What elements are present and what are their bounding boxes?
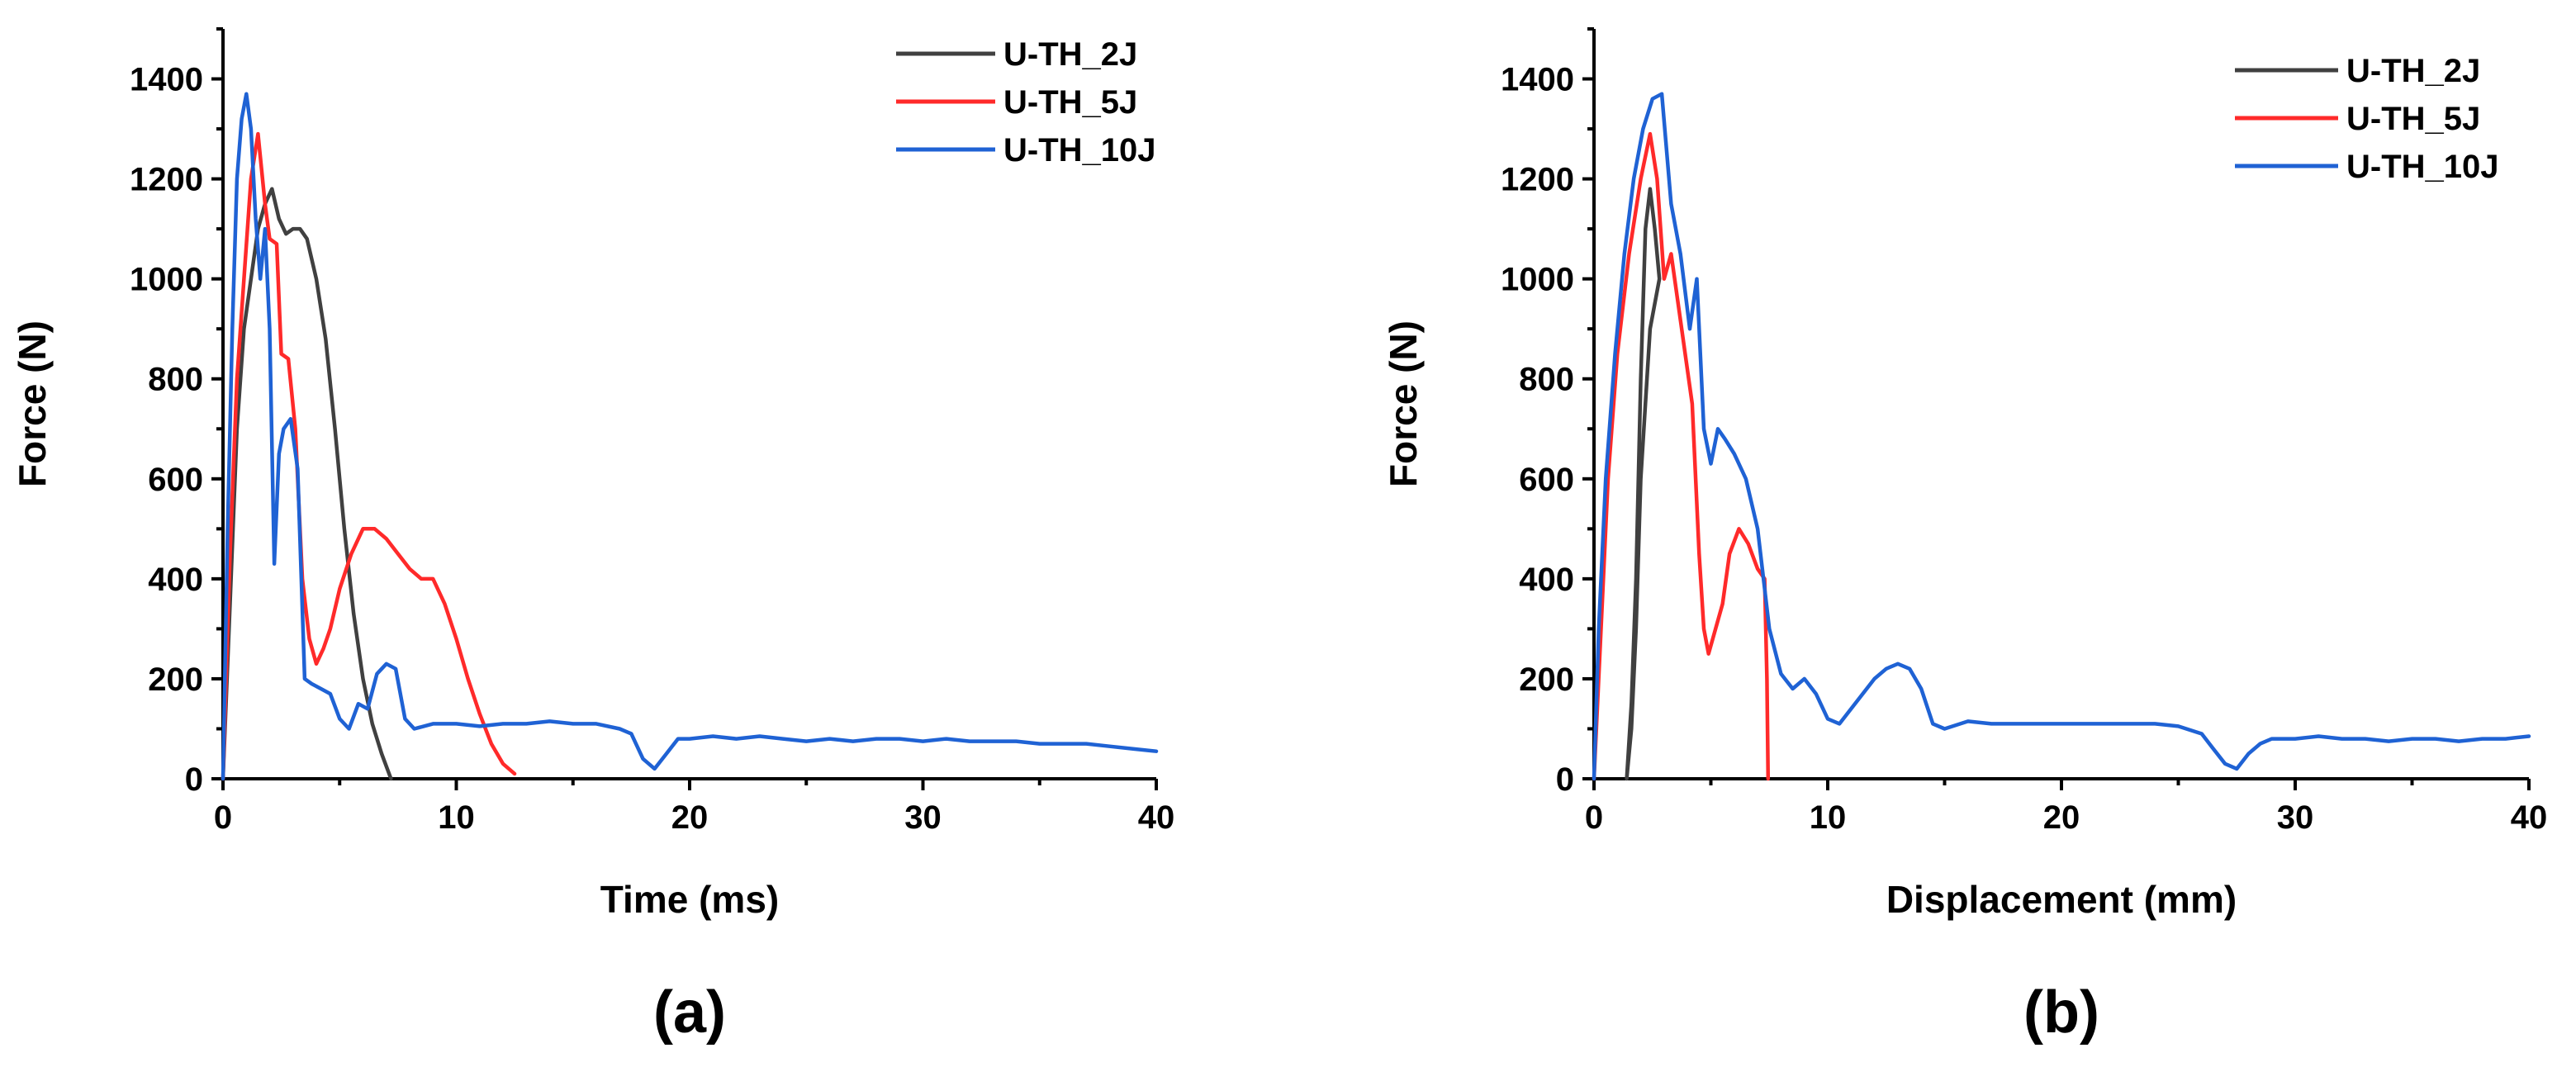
y-tick-label: 0	[185, 761, 203, 798]
y-tick-label: 600	[148, 462, 203, 498]
legend-label: U-TH_2J	[1003, 36, 1137, 73]
x-tick-label: 40	[1138, 799, 1175, 836]
series-line-u-th-10j	[221, 92, 1159, 781]
y-tick-label: 200	[148, 662, 203, 698]
y-tick-label: 1400	[1501, 62, 1574, 98]
legend: U-TH_2J U-TH_5J U-TH_10J	[2235, 53, 2499, 185]
series-line-u-th-5j	[221, 131, 517, 781]
x-tick-label: 20	[671, 799, 709, 836]
x-tick-label: 30	[2277, 799, 2314, 836]
series-line-u-th-10j	[1592, 92, 2531, 781]
legend: U-TH_2J U-TH_5J U-TH_10J	[896, 36, 1156, 168]
y-tick-label: 0	[1556, 761, 1574, 798]
panel-label: (b)	[2023, 979, 2099, 1046]
y-tick-label: 1200	[130, 162, 203, 198]
series-line-u-th-5j	[1592, 131, 1771, 781]
y-tick-label: 1400	[130, 62, 203, 98]
chart-panel-b: 0 10 20 30 400200400600800100012001400Displa…	[1382, 27, 2548, 1046]
legend-label: U-TH_5J	[1003, 84, 1137, 121]
y-axis-title: Force (N)	[1382, 320, 1425, 487]
y-tick-label: 600	[1519, 462, 1574, 498]
x-tick-label: 0	[1585, 799, 1603, 836]
y-tick-label: 1000	[1501, 262, 1574, 298]
legend-label: U-TH_10J	[2346, 149, 2499, 185]
series-line-u-th-2j	[221, 187, 393, 781]
x-axis-title: Time (ms)	[600, 878, 779, 921]
y-tick-label: 800	[148, 362, 203, 398]
panel-label: (a)	[653, 979, 726, 1046]
y-tick-label: 800	[1519, 362, 1574, 398]
x-tick-label: 10	[438, 799, 475, 836]
y-tick-label: 400	[1519, 562, 1574, 598]
x-tick-label: 0	[214, 799, 232, 836]
y-tick-label: 400	[148, 562, 203, 598]
x-tick-label: 30	[904, 799, 942, 836]
x-axis-title: Displacement (mm)	[1886, 878, 2237, 921]
y-tick-label: 200	[1519, 662, 1574, 698]
legend-label: U-TH_5J	[2346, 101, 2480, 137]
x-tick-label: 40	[2511, 799, 2548, 836]
legend-label: U-TH_2J	[2346, 53, 2480, 89]
y-tick-label: 1200	[1501, 162, 1574, 198]
y-tick-label: 1000	[130, 262, 203, 298]
x-tick-label: 20	[2043, 799, 2080, 836]
legend-label: U-TH_10J	[1003, 132, 1156, 168]
x-tick-label: 10	[1810, 799, 1847, 836]
y-axis-title: Force (N)	[11, 320, 54, 487]
series-line-u-th-2j	[1625, 187, 1662, 781]
